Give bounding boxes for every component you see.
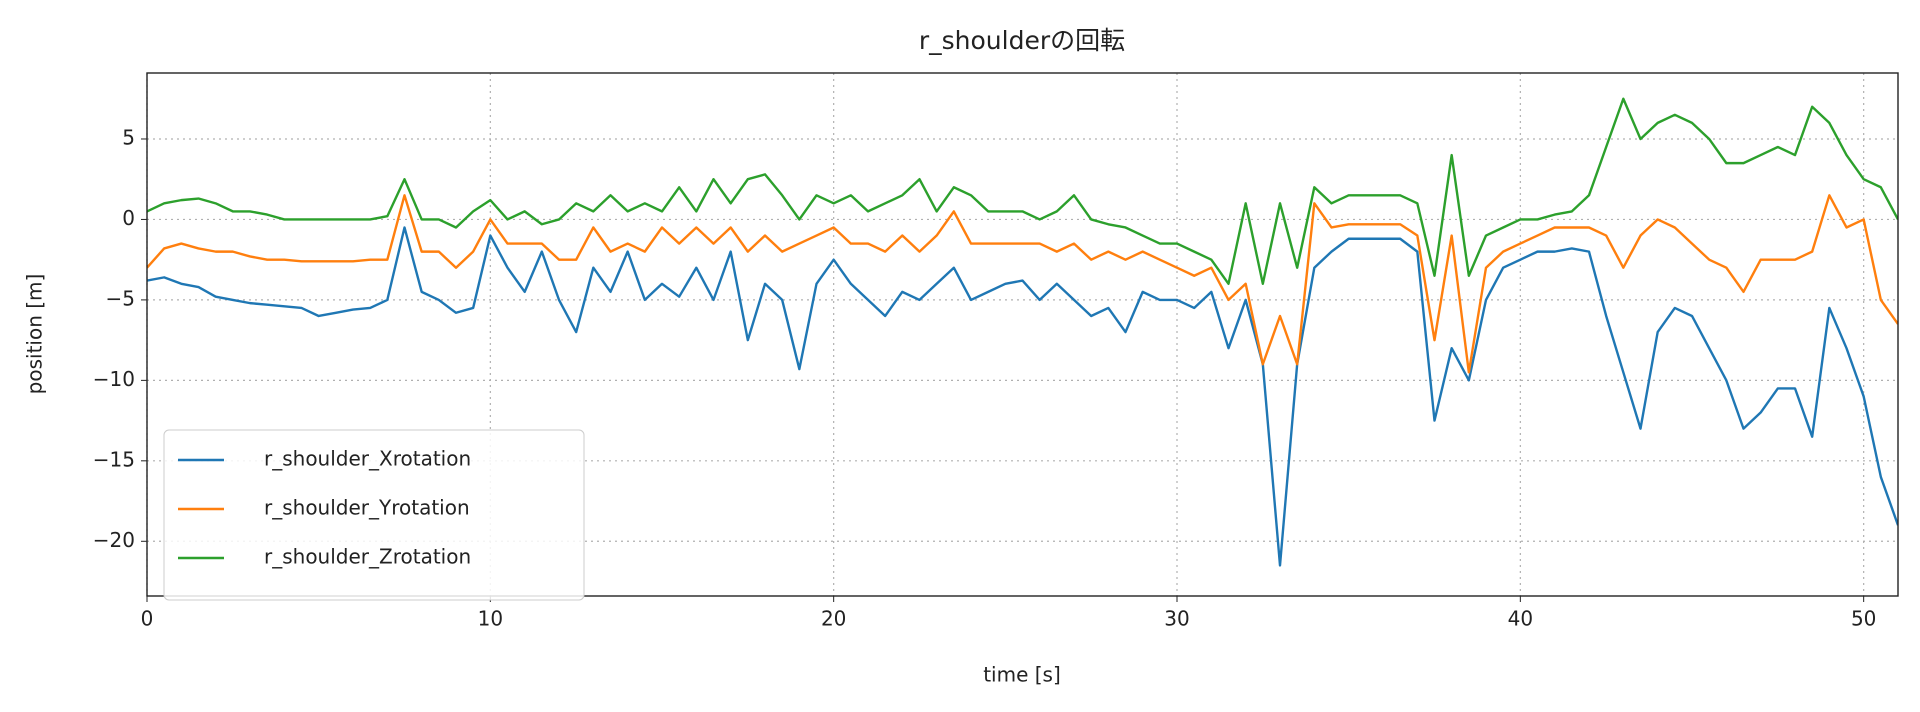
x-tick-label: 0 bbox=[141, 607, 154, 631]
y-tick-label: −5 bbox=[106, 286, 135, 310]
x-tick-label: 30 bbox=[1164, 607, 1189, 631]
series-line bbox=[147, 226, 1898, 567]
x-tick-label: 40 bbox=[1508, 607, 1533, 631]
x-tick-label: 20 bbox=[821, 607, 846, 631]
y-tick-label: −10 bbox=[93, 367, 135, 391]
legend-label: r_shoulder_Yrotation bbox=[264, 496, 470, 520]
legend-box bbox=[163, 429, 585, 601]
x-axis-label: time [s] bbox=[983, 663, 1061, 687]
legend-label: r_shoulder_Xrotation bbox=[264, 447, 471, 471]
chart-title: r_shoulderの回転 bbox=[919, 26, 1125, 55]
x-tick-label: 50 bbox=[1851, 607, 1876, 631]
x-tick-label: 10 bbox=[478, 607, 503, 631]
legend-label: r_shoulder_Zrotation bbox=[264, 545, 471, 569]
y-axis-label: position [m] bbox=[23, 274, 47, 395]
y-tick-label: 0 bbox=[122, 206, 135, 230]
y-tick-label: −20 bbox=[93, 528, 135, 552]
y-tick-label: −15 bbox=[93, 447, 135, 471]
series-line bbox=[147, 97, 1898, 286]
plot-frame bbox=[146, 72, 1899, 597]
series-line bbox=[147, 194, 1898, 374]
y-tick-label: 5 bbox=[122, 125, 135, 149]
